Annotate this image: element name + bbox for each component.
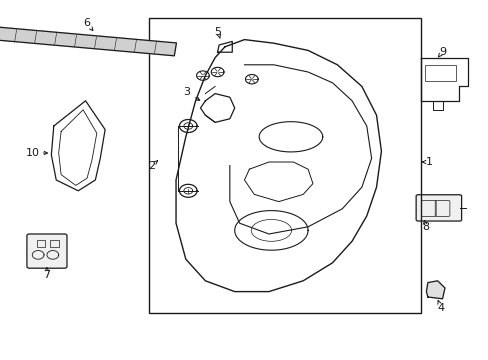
Polygon shape — [426, 281, 444, 299]
Text: 9: 9 — [438, 47, 445, 57]
Text: 5: 5 — [214, 27, 221, 37]
FancyBboxPatch shape — [415, 195, 461, 221]
Text: 8: 8 — [421, 222, 428, 232]
Text: 4: 4 — [437, 303, 444, 313]
Bar — [37, 240, 45, 247]
Text: 1: 1 — [425, 157, 432, 167]
Polygon shape — [0, 27, 176, 56]
Text: 7: 7 — [43, 270, 50, 280]
Text: 2: 2 — [148, 161, 155, 171]
Bar — [149, 18, 420, 313]
Bar — [425, 65, 455, 81]
FancyBboxPatch shape — [27, 234, 67, 268]
Text: 10: 10 — [26, 148, 40, 158]
Bar — [50, 240, 59, 247]
Text: 3: 3 — [183, 87, 190, 97]
Text: 6: 6 — [83, 18, 90, 28]
